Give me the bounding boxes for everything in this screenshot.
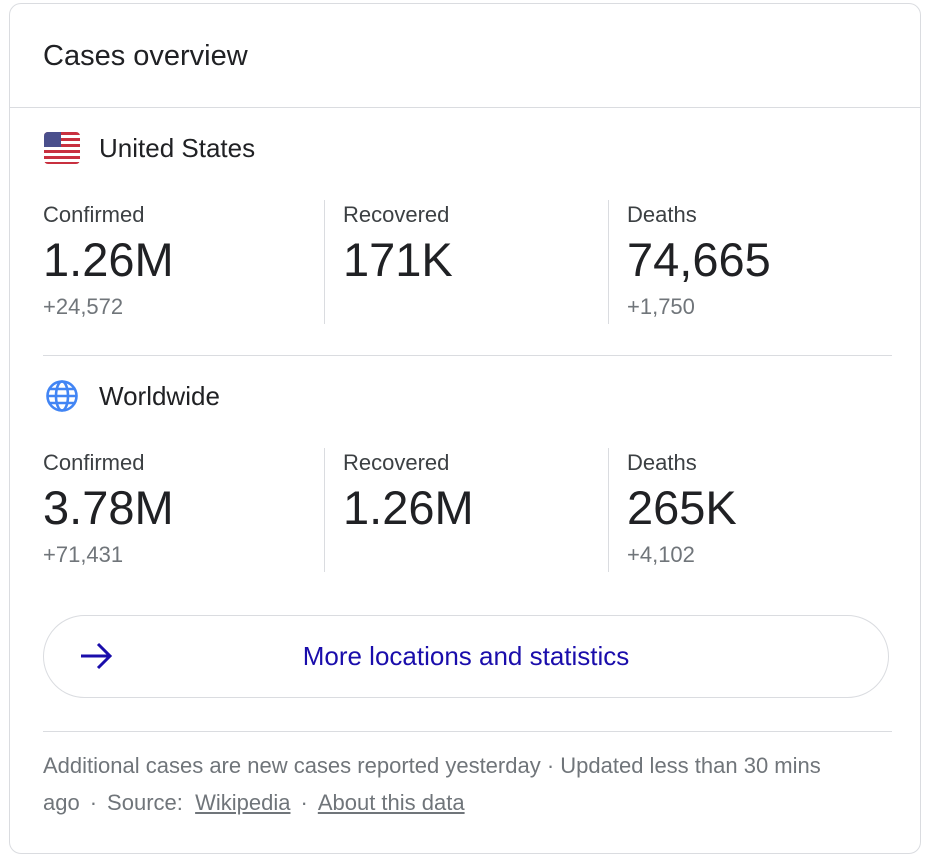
footer-note: Additional cases are new cases reported … — [43, 753, 821, 815]
divider — [608, 200, 609, 324]
stat-delta: +1,750 — [627, 294, 695, 319]
cases-overview-card: Cases overview United States Confirmed 1.… — [9, 3, 921, 854]
stat-label: Recovered — [343, 202, 450, 227]
stat-label: Confirmed — [43, 450, 145, 475]
location-worldwide: Worldwide — [43, 377, 220, 415]
stat-delta: +4,102 — [627, 542, 695, 567]
more-locations-label: More locations and statistics — [302, 641, 630, 671]
divider — [608, 448, 609, 572]
stat-delta: +71,431 — [43, 542, 124, 567]
stat-delta: +24,572 — [43, 294, 124, 319]
worldwide-stats: Confirmed 3.78M +71,431 Recovered 1.26M Dea… — [43, 448, 891, 574]
divider — [324, 200, 325, 324]
about-data-link[interactable]: About this data — [317, 790, 465, 815]
divider — [324, 448, 325, 572]
separator: · — [300, 790, 308, 815]
stat-value: 3.78M — [43, 481, 174, 534]
divider — [10, 107, 920, 108]
arrow-right-icon — [78, 638, 114, 679]
location-united-states: United States — [43, 129, 255, 167]
location-name: Worldwide — [99, 380, 220, 411]
stat-value: 1.26M — [343, 481, 474, 534]
footer: Additional cases are new cases reported … — [43, 747, 903, 821]
stat-label: Confirmed — [43, 202, 145, 227]
more-locations-button[interactable]: More locations and statistics — [43, 615, 889, 698]
divider — [43, 355, 892, 356]
divider — [43, 731, 892, 732]
location-name: United States — [99, 132, 256, 163]
wikipedia-link[interactable]: Wikipedia — [195, 790, 291, 815]
stat-value: 1.26M — [43, 233, 174, 286]
stat-label: Deaths — [627, 450, 697, 475]
card-title: Cases overview — [43, 40, 248, 72]
stat-label: Deaths — [627, 202, 697, 227]
stat-label: Recovered — [343, 450, 450, 475]
stat-value: 265K — [627, 481, 737, 534]
us-flag-icon — [43, 129, 81, 167]
source-label: Source: — [107, 790, 183, 815]
us-stats: Confirmed 1.26M +24,572 Recovered 171K Deat… — [43, 200, 891, 326]
stat-value: 74,665 — [627, 233, 771, 286]
separator: · — [89, 790, 98, 815]
globe-icon — [43, 377, 81, 415]
stat-value: 171K — [343, 233, 453, 286]
